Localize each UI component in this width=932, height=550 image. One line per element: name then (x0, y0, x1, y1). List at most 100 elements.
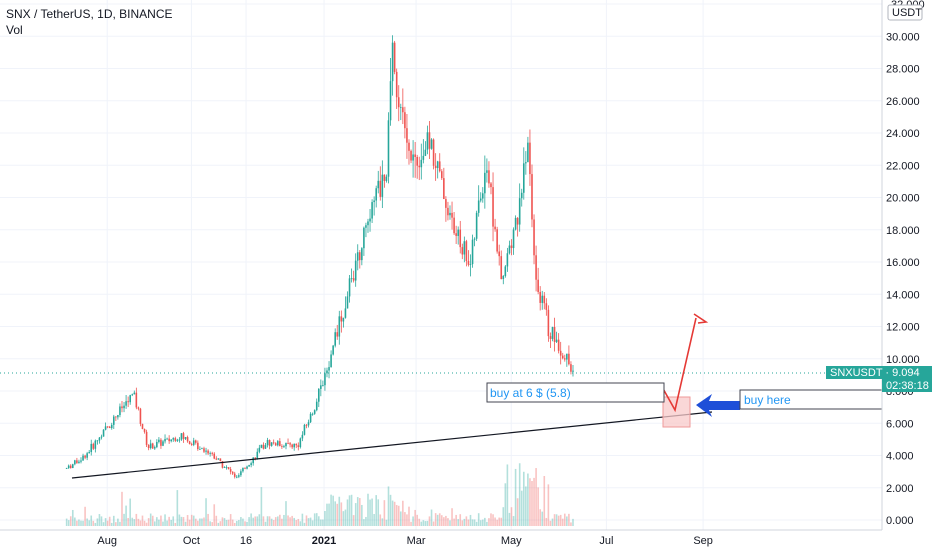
volume-bar (541, 511, 544, 526)
candle-body (125, 401, 127, 406)
volume-bar (420, 521, 423, 526)
volume-bar (205, 498, 207, 526)
candle-body (354, 260, 357, 281)
volume-bar (379, 514, 382, 526)
candle-body (324, 373, 326, 386)
symbol-title[interactable]: SNX / TetherUS, 1D, BINANCE (6, 7, 173, 21)
volume-bar (131, 517, 134, 526)
volume-bar (449, 520, 451, 526)
volume-bar (149, 513, 152, 526)
volume-bar (428, 516, 431, 526)
volume-bar (100, 516, 103, 526)
volume-bar (133, 519, 136, 526)
candle-body (492, 187, 494, 227)
volume-bar (527, 473, 529, 526)
candle-body (264, 445, 267, 449)
volume-bar (178, 514, 181, 526)
volume-bar (129, 498, 131, 526)
volume-bar (369, 499, 371, 526)
candle-body (436, 161, 439, 169)
price-axis[interactable]: 30.000 28.000 26.000 24.000 22.000 20.000 18.0… (881, 0, 925, 530)
projection-arrow-down[interactable] (660, 317, 697, 413)
candle-body (242, 467, 244, 472)
volume-bar (127, 517, 129, 526)
candle-body (553, 327, 556, 342)
volume-bar (170, 519, 172, 526)
candle-body (110, 424, 113, 429)
candle-body (147, 444, 150, 449)
candle-body (422, 155, 425, 160)
volume-bar (531, 480, 533, 526)
candle-body (176, 439, 179, 441)
currency-badge[interactable]: USDT (887, 4, 923, 21)
candle-body (135, 392, 138, 408)
candle-body (133, 392, 136, 395)
volume-bar (447, 518, 449, 526)
candle-body (525, 162, 527, 164)
candle-body (190, 443, 193, 445)
candle-body (336, 332, 339, 337)
volume-bar (139, 520, 142, 526)
buy-here-annotation[interactable]: buy here (696, 389, 883, 417)
candle-body (328, 367, 330, 371)
time-tick-label: May (501, 535, 522, 547)
volume-bar (475, 521, 478, 526)
volume-bar (518, 463, 521, 526)
volume-bar (445, 515, 447, 526)
candle-body (281, 446, 283, 447)
time-tick-label: Aug (97, 535, 117, 547)
volume-bar (270, 518, 273, 526)
candle-body (307, 422, 310, 426)
candle-body (555, 339, 558, 342)
last-price-tag: SNXUSDT · 9.094 02:38:18 (826, 366, 932, 392)
volume-bar (96, 518, 99, 526)
support-trendline[interactable] (71, 411, 713, 479)
volume-bar (108, 516, 111, 526)
volume-bar (311, 520, 314, 526)
candle-body (438, 161, 441, 172)
volume-bar (268, 516, 271, 526)
volume-bar (283, 514, 285, 526)
price-tick-label: 14.000 (886, 289, 920, 301)
candle-body (520, 192, 523, 199)
candle-body (563, 358, 566, 360)
candle-body (115, 416, 117, 418)
candle-body (549, 336, 552, 339)
volume-indicator-label[interactable]: Vol (6, 23, 23, 37)
candle-body (252, 457, 254, 464)
volume-bar (207, 513, 209, 526)
time-axis[interactable]: Aug Oct 16 2021 Mar May Jul Sep (0, 529, 882, 547)
candle-body (389, 81, 392, 121)
candle-body (449, 212, 451, 216)
volume-bar (535, 468, 537, 526)
candle-body (465, 241, 468, 261)
candle-body (235, 476, 238, 478)
candle-body (182, 433, 185, 439)
volume-bar (336, 503, 339, 526)
buy-at-annotation[interactable]: buy at 6 $ (5.8) (486, 382, 665, 403)
price-tag-countdown: 02:38:18 (886, 380, 929, 392)
candle-body (100, 436, 103, 438)
candle-body (385, 176, 388, 181)
volume-bar (188, 519, 191, 526)
candle-body (412, 154, 414, 161)
candle-body (395, 71, 398, 98)
candle-body (170, 439, 172, 442)
candle-body (434, 165, 437, 169)
candle-body (527, 142, 529, 163)
candle-body (461, 247, 464, 255)
volume-bar (529, 478, 531, 526)
candle-body (518, 198, 521, 225)
volume-bar (153, 521, 156, 526)
candle-body (98, 437, 101, 441)
candle-body (361, 248, 363, 261)
volume-bar (225, 519, 228, 526)
candle-body (322, 385, 324, 386)
candle-body (440, 171, 443, 179)
candle-body (215, 458, 218, 460)
volume-bar (356, 497, 359, 526)
candle-body (266, 440, 269, 446)
volume-bar (522, 471, 525, 526)
candle-body (129, 395, 131, 403)
